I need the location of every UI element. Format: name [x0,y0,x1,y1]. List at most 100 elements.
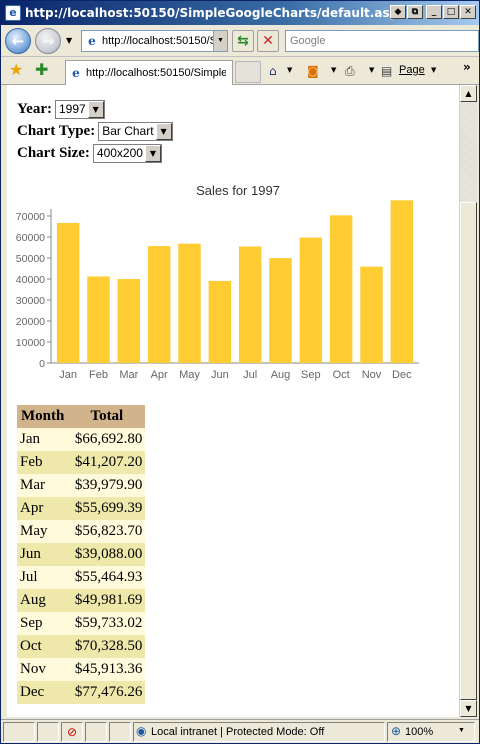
bar-jan [56,222,80,363]
zoom-dropdown-icon[interactable]: ▼ [458,727,465,734]
add-favorites-icon[interactable]: ✚ [35,60,49,79]
address-text[interactable]: http://localhost:50150/SimpleGoogleChart… [102,35,214,47]
page-menu[interactable]: Page [399,64,425,76]
y-tick-label: 20000 [16,316,45,328]
month-header: Month [17,405,69,428]
bar-feb [87,276,110,363]
month-cell: Oct [17,635,69,658]
navigation-bar: ← → ▼ e http://localhost:50150/SimpleGoo… [1,25,479,57]
maximize-button[interactable]: □ [443,5,459,19]
refresh-button[interactable]: ⇆ [232,30,254,52]
chart-size-row: Chart Size: 400x200 ▼ [17,143,162,163]
search-input[interactable]: Google [285,30,479,52]
total-cell: $66,692.80 [68,428,146,451]
page-dropdown-icon[interactable]: ▼ [431,66,437,74]
bar-jun [208,280,232,363]
chevron-down-icon[interactable]: ▼ [144,144,161,162]
history-dropdown-icon[interactable]: ▼ [66,36,73,45]
bar-aug [269,258,292,363]
print-icon[interactable]: ⎙ [345,64,355,78]
zoom-icon: ⊕ [391,724,402,738]
restore-small-icon[interactable]: ◆ [390,5,406,19]
year-row: Year: 1997 ▼ [17,99,105,119]
y-tick-label: 60000 [16,232,45,244]
scroll-up-icon[interactable]: ▲ [460,85,477,102]
zoom-level: 100% [405,726,434,738]
y-tick-label: 70000 [16,211,45,223]
table-row: Feb $41,207.20 [17,451,146,474]
y-tick-label: 50000 [16,253,45,265]
chevron-down-icon[interactable]: ▼ [155,122,172,140]
address-dropdown-icon[interactable]: ▼ [213,31,227,51]
more-chevron-icon[interactable]: » [463,60,471,74]
bar-dec [390,200,414,363]
back-button[interactable]: ← [5,28,31,54]
table-row: Jul $55,464.93 [17,566,146,589]
month-cell: Jul [17,566,69,589]
total-cell: $55,464.93 [68,566,146,589]
y-tick-label: 0 [39,358,45,370]
table-row: Nov $45,913.36 [17,658,146,681]
intranet-globe-icon: ◉ [136,724,147,738]
address-bar[interactable]: e http://localhost:50150/SimpleGoogleCha… [81,30,228,52]
scroll-down-icon[interactable]: ▼ [460,700,477,717]
total-cell: $49,981.69 [68,589,146,612]
status-cell [85,722,107,742]
x-tick-label: Oct [333,369,350,381]
home-icon[interactable]: ⌂ [269,64,277,78]
total-cell: $59,733.02 [68,612,146,635]
x-tick-label: Mar [119,369,138,381]
tab-page-icon: e [72,66,80,80]
total-cell: $39,979.90 [68,474,146,497]
table-row: Oct $70,328.50 [17,635,146,658]
chart-type-select[interactable]: Bar Chart ▼ [98,121,173,141]
total-cell: $70,328.50 [68,635,146,658]
status-cell [3,722,35,742]
print-dropdown-icon[interactable]: ▼ [369,66,375,74]
forward-button[interactable]: → [35,28,61,54]
privacy-icon[interactable]: ⊘ [61,722,83,742]
page-icon-toolbar[interactable]: ▤ [381,64,393,78]
feeds-icon[interactable]: ◙ [307,64,319,78]
x-tick-label: Feb [89,369,108,381]
browser-tab[interactable]: e http://localhost:50150/SimpleGoogleCha… [65,60,233,85]
x-tick-label: Nov [362,369,382,381]
total-header: Total [68,405,146,428]
chart-type-label: Chart Type: [17,122,96,139]
vertical-scrollbar[interactable]: ▲ ▼ [459,85,477,717]
favorites-star-icon[interactable]: ★ [9,60,24,79]
scroll-track[interactable] [460,102,477,700]
scroll-thumb[interactable] [460,202,477,700]
table-row: Sep $59,733.02 [17,612,146,635]
chart-size-select-value: 400x200 [96,145,143,160]
minimize-button[interactable]: _ [426,5,442,19]
table-row: Mar $39,979.90 [17,474,146,497]
title-bar: e http://localhost:50150/SimpleGoogleCha… [1,1,479,25]
chart-title: Sales for 1997 [196,183,280,198]
month-cell: Apr [17,497,69,520]
total-cell: $39,088.00 [68,543,146,566]
year-select[interactable]: 1997 ▼ [54,99,105,119]
zoom-cell[interactable]: ⊕ ▼ [387,722,475,742]
page-icon: e [88,34,96,48]
table-header-row: Month Total [17,405,146,428]
status-cell [37,722,59,742]
new-tab-button[interactable] [235,61,261,83]
x-tick-label: Aug [271,369,291,381]
home-dropdown-icon[interactable]: ▼ [287,66,293,74]
move-icon[interactable]: ⧉ [407,5,423,19]
total-cell: $56,823.70 [68,520,146,543]
zone-cell[interactable]: ◉ [133,722,385,742]
sales-bar-chart: Sales for 1997 0 10000 20000 30000 40000 50000… [16,183,419,381]
bar-may [178,243,201,363]
chart-size-select[interactable]: 400x200 ▼ [92,143,162,163]
bar-oct [329,215,353,363]
total-cell: $41,207.20 [68,451,146,474]
close-button[interactable]: ✕ [460,5,476,19]
table-row: Jan $66,692.80 [17,428,146,451]
table-row: Apr $55,699.39 [17,497,146,520]
stop-button[interactable]: ✕ [257,30,279,52]
chevron-down-icon[interactable]: ▼ [87,100,104,118]
x-tick-label: Jun [211,369,229,381]
feeds-dropdown-icon[interactable]: ▼ [331,66,337,74]
